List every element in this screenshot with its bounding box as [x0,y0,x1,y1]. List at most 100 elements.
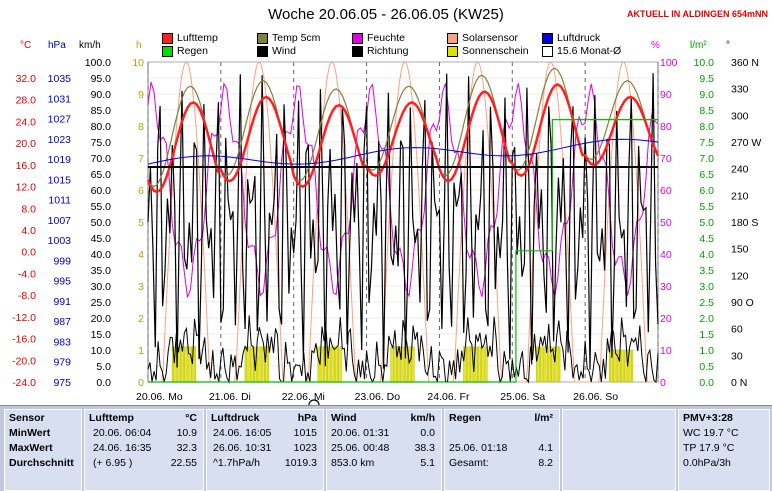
pct-tick-label: 0 [660,377,666,389]
lm2-tick-label: 6.0 [699,185,714,197]
sunshine-bar [393,346,396,383]
temp-tick-label: 12.0 [16,182,37,194]
kmh-tick-label: 25.0 [91,297,112,309]
temp-tick-label: -8.0 [18,290,36,302]
sunshine-bar [631,349,634,383]
h-tick-label: 4 [138,249,144,261]
plot-area: 20.06. Mo 21.06. Di 22.06. Mi 23.06. Do 24.0… [12,57,761,405]
sunshine-day [317,346,342,383]
sunshine-bar [544,346,547,383]
lm2-tick-label: 7.0 [699,153,714,165]
sunshine-day [390,346,415,383]
legend-label: Wind [272,45,296,57]
legend-feuchte[interactable]: Feuchte [352,32,405,44]
lm2-tick-label: 10.0 [694,57,715,69]
deg-tick-label: 60 [731,324,743,336]
x-tick-label: 21.06. Di [209,391,251,403]
current-location-label[interactable]: AKTUELL IN ALDINGEN 654mNN [626,9,768,19]
direction-line [147,73,659,370]
lm2-tick-label: 2.0 [699,313,714,325]
pct-tick-label: 60 [660,185,672,197]
legend-solarsensor[interactable]: Solarsensor [447,32,518,44]
h-tick-label: 1 [138,345,144,357]
cell-time: 26.06. 10:31 [213,442,272,454]
sunshine-bar [611,349,614,383]
pct-tick-label: 30 [660,281,672,293]
sunshine-bar [244,346,247,383]
sunshine-bar [541,346,544,383]
legend-swatch [162,32,173,44]
hpa-tick-label: 1031 [48,93,72,105]
lm2-tick-label: 9.5 [699,73,714,85]
x-tick-label: 23.06. Do [355,391,401,403]
sunshine-bar [180,346,183,383]
panel-head: PMV+3:28 [683,412,733,424]
legend-regen[interactable]: Regen [162,45,208,57]
cell-time: ^1.7hPa/h [213,457,260,469]
legend-wind[interactable]: Wind [257,45,296,57]
temp-tick-label: 16.0 [16,160,37,172]
sunshine-bar [468,346,471,383]
cell-time: 24.06. 16:35 [93,442,152,454]
legend-swatch [447,32,458,44]
deg-tick-label: 210 [731,190,749,202]
legend-lufttemp[interactable]: Lufttemp [162,32,218,44]
legend-swatch [257,32,268,44]
panel-head: Regen [449,412,482,424]
sunshine-bar [617,349,620,383]
legend-sonnenschein[interactable]: Sonnenschein [447,45,529,57]
lm2-tick-label: 4.5 [699,233,714,245]
cell-value: 38.3 [414,442,435,454]
legend-luftdruck[interactable]: Luftdruck [542,32,600,44]
pct-tick-label: 70 [660,153,672,165]
hpa-tick-label: 1011 [48,195,71,207]
lm2-tick-label: 4.0 [699,249,714,261]
sunshine-bar [258,346,261,383]
unit-kmh: km/h [79,40,101,51]
h-tick-label: 8 [138,121,144,133]
cell-value: 32.3 [176,442,197,454]
sunshine-bar [538,346,542,383]
kmh-tick-label: 50.0 [91,217,112,229]
panel-sensor: Sensor MinWert MaxWert Durchschnitt [4,409,82,491]
lm2-tick-label: 2.5 [699,297,714,309]
sunshine-bar [182,346,186,383]
sunshine-bar [331,346,334,383]
sunshine-bar [549,346,553,383]
kmh-tick-label: 80.0 [91,121,112,133]
panel-lufttemp: Lufttemp °C 20.06. 06:04 10.9 24.06. 16:35… [84,409,204,491]
kmh-tick-label: 20.0 [91,313,112,325]
temp-tick-label: 0.0 [21,247,36,259]
sunshine-bar [608,349,612,383]
temp-tick-label: 32.0 [16,73,37,85]
time-slider-handle[interactable] [308,399,320,405]
pmv-row: WC 19.7 °C [683,427,739,439]
rain-line [148,119,658,383]
legend-temp5cm[interactable]: Temp 5cm [257,32,320,44]
lm2-tick-label: 0.0 [699,377,714,389]
hpa-tick-label: 983 [53,336,71,348]
cell-time: 853.0 km [331,457,375,469]
row-label: Durchschnitt [9,457,74,469]
panel-empty [562,409,676,491]
lm2-tick-label: 5.5 [699,201,714,213]
legend-richtung[interactable]: Richtung [352,45,408,57]
sunshine-bar [485,346,488,383]
panel-luftdruck: Luftdruck hPa 24.06. 16:05 1015 26.06. 10:… [206,409,324,491]
sunshine-bar [412,346,415,383]
cell-time: 25.06. 01:18 [449,442,508,454]
kmh-tick-label: 90.0 [91,89,112,101]
sunshine-bar [261,346,264,383]
temp-tick-label: 28.0 [16,95,37,107]
deg-tick-label: 330 [731,84,749,96]
sunshine-bar [552,346,555,383]
kmh-tick-label: 95.0 [91,73,112,85]
h-tick-label: 2 [138,313,144,325]
deg-tick-label: 90 O [731,297,754,309]
legend-monthly-avg[interactable]: 15.6 Monat-Ø [542,45,621,57]
h-tick-label: 3 [138,281,144,293]
temp-tick-label: -16.0 [12,334,36,346]
pct-tick-label: 40 [660,249,672,261]
x-tick-label: 22.06. Mi [282,391,325,403]
sunshine-bar [619,349,623,383]
